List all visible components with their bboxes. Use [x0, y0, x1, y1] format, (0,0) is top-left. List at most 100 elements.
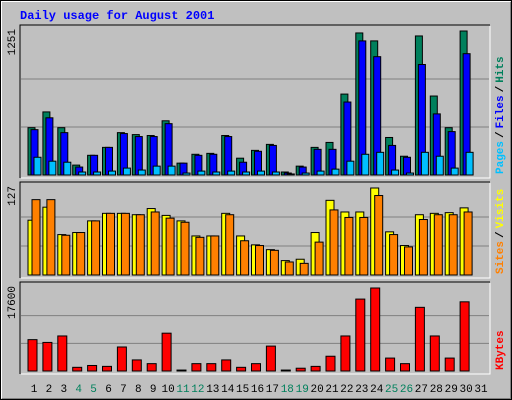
plot-border-dark [19, 24, 490, 178]
x-tick-label: 30 [459, 384, 472, 396]
bar [46, 199, 56, 276]
bar [325, 355, 336, 372]
bar [161, 332, 172, 372]
bar [448, 214, 458, 276]
bar [420, 151, 429, 176]
bar [93, 171, 102, 176]
bar [404, 246, 413, 276]
bar [376, 151, 385, 176]
bar [265, 345, 276, 372]
legend-entry: Sites [495, 241, 507, 274]
x-tick-label: 1 [31, 384, 38, 396]
chart-title: Daily usage for August 2001 [20, 9, 214, 23]
x-tick-label: 16 [251, 384, 264, 396]
bar [414, 306, 425, 372]
bar [33, 156, 42, 176]
legend: KBytes [495, 330, 507, 370]
bar [146, 363, 157, 372]
legend-entry: Files [495, 95, 507, 128]
y-tick-label: 1251 [7, 29, 19, 56]
bar [135, 214, 145, 276]
x-tick-label: 4 [75, 384, 82, 396]
bar [403, 156, 411, 176]
bar [224, 136, 233, 176]
bar [72, 366, 83, 372]
bar [61, 234, 71, 276]
plot-border-light [21, 26, 491, 179]
x-tick-label: 7 [120, 384, 127, 396]
bar [137, 169, 146, 176]
bar [63, 161, 72, 176]
x-tick-label: 2 [46, 384, 53, 396]
bar [42, 341, 53, 372]
bar [150, 211, 160, 276]
bar [361, 153, 370, 176]
bar [225, 214, 235, 276]
x-tick-label: 29 [445, 384, 458, 396]
bar [459, 301, 470, 372]
x-tick-label: 10 [161, 384, 174, 396]
legend-separator: / [495, 231, 507, 238]
bar [344, 216, 354, 276]
x-tick-label: 3 [60, 384, 67, 396]
bar [465, 151, 474, 176]
legend-separator: / [495, 85, 507, 92]
bar [176, 369, 187, 372]
bar [106, 212, 115, 276]
bar [391, 169, 400, 176]
bar [385, 357, 396, 372]
x-tick-label: 6 [105, 384, 112, 396]
x-tick-label: 8 [135, 384, 142, 396]
bar [134, 136, 143, 176]
bar [212, 171, 221, 176]
bar [221, 359, 232, 372]
legend-separator: / [495, 131, 507, 138]
x-tick-label: 20 [310, 384, 323, 396]
bar [271, 171, 280, 176]
x-tick-label: 25 [385, 384, 398, 396]
bar [444, 357, 455, 372]
bar [108, 170, 116, 176]
bar [120, 212, 130, 276]
x-tick-label: 21 [325, 384, 339, 396]
bar [435, 155, 444, 176]
bar [255, 245, 264, 276]
plot-border-dark [19, 281, 490, 374]
bar [463, 211, 473, 276]
bar [370, 287, 381, 372]
bar [355, 298, 366, 372]
x-tick-label: 24 [370, 384, 384, 396]
bar [316, 170, 325, 176]
x-tick-label: 9 [150, 384, 157, 396]
bar [329, 209, 339, 276]
bar [400, 363, 410, 372]
bar [268, 144, 277, 176]
bar [206, 363, 217, 372]
bar [122, 167, 131, 176]
bar [180, 221, 190, 276]
bar [433, 214, 443, 276]
plot-border-dark [19, 181, 490, 278]
bar [27, 339, 38, 372]
bar [286, 173, 295, 176]
bar [227, 170, 236, 176]
bar [389, 234, 399, 276]
legend-entry: Hits [495, 56, 507, 82]
bar [284, 261, 294, 276]
bar [236, 366, 247, 372]
x-tick-label: 11 [176, 384, 190, 396]
plot-border-light [21, 283, 491, 375]
bar [165, 217, 175, 276]
bar [87, 364, 98, 372]
bar [152, 165, 161, 176]
x-tick-label: 17 [266, 384, 279, 396]
bar [210, 235, 220, 276]
bar [195, 236, 205, 276]
bar [280, 369, 291, 372]
bar [78, 171, 87, 176]
bar [116, 346, 127, 372]
